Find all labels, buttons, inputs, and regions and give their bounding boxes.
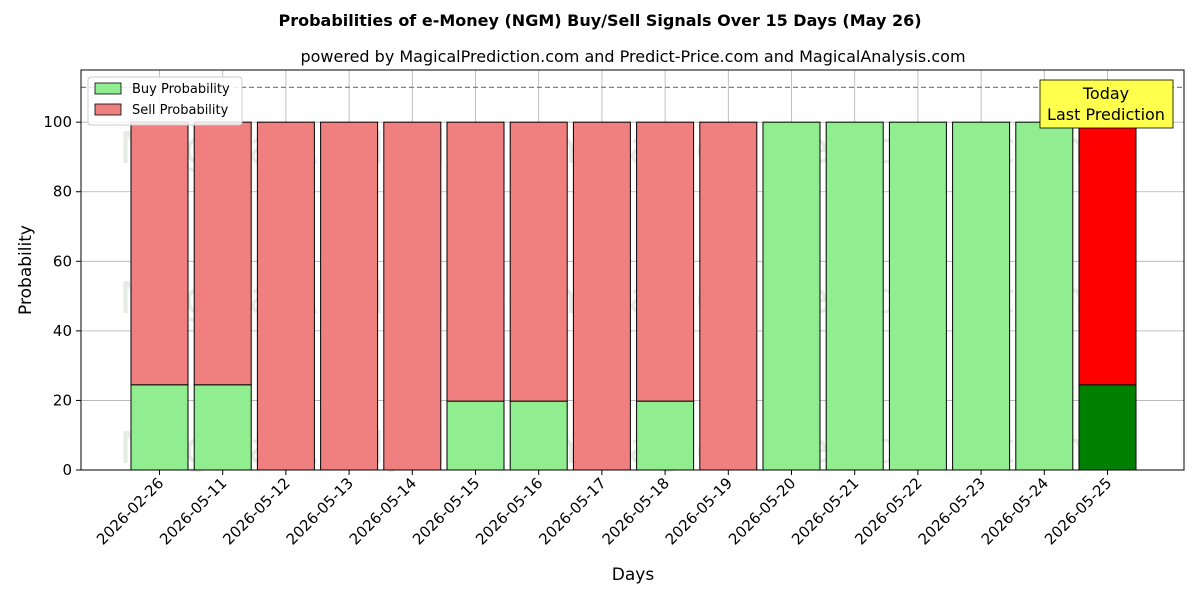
x-tick-label: 2026-05-13: [283, 474, 357, 548]
today-annotation: Today Last Prediction: [1039, 79, 1174, 129]
bar-buy-2026-05-11: [193, 384, 252, 471]
bar-buy-2026-05-23: [952, 121, 1011, 471]
bar-sell-2026-05-13: [320, 121, 379, 471]
bar-sell-2026-05-19: [699, 121, 758, 471]
y-tick-label: 40: [53, 322, 72, 340]
x-tick-label: 2026-05-16: [472, 474, 546, 548]
x-tick-label: 2026-05-24: [978, 474, 1052, 548]
legend-swatch-sell: [94, 103, 122, 116]
legend: Buy Probability Sell Probability: [87, 76, 243, 126]
x-tick-label: 2026-05-22: [851, 474, 925, 548]
x-tick-label: 2026-02-26: [93, 474, 167, 548]
bar-buy-2026-05-21: [825, 121, 884, 471]
annotation-line-last-prediction: Last Prediction: [1047, 105, 1165, 124]
chart-subtitle: powered by MagicalPrediction.com and Pre…: [300, 47, 965, 66]
bar-sell-2026-05-14: [383, 121, 442, 471]
y-tick-label: 20: [53, 391, 72, 409]
y-axis-label: Probability: [16, 225, 36, 315]
x-axis-label: Days: [612, 565, 655, 585]
bar-sell-2026-05-17: [572, 121, 631, 471]
y-axis-ticks: 0 20 40 60 80 100: [43, 113, 81, 479]
x-tick-label: 2026-05-20: [725, 474, 799, 548]
x-tick-label: 2026-05-17: [535, 474, 609, 548]
chart-title: Probabilities of e-Money (NGM) Buy/Sell …: [278, 11, 921, 30]
plot-frame: [80, 69, 1185, 471]
bar-sell-2026-05-18: [636, 121, 695, 402]
legend-label-buy: Buy Probability: [132, 82, 230, 97]
x-tick-label: 2026-05-25: [1041, 474, 1115, 548]
bar-buy-2026-05-15: [446, 400, 505, 471]
bar-buy-2026-05-20: [762, 121, 821, 471]
bar-buy-2026-02-26: [130, 384, 189, 471]
annotation-line-today: Today: [1082, 84, 1129, 103]
x-tick-label: 2026-05-12: [219, 474, 293, 548]
bar-sell-2026-05-15: [446, 121, 505, 402]
bar-buy-2026-05-24: [1015, 121, 1074, 471]
y-tick-label: 80: [53, 183, 72, 201]
x-tick-label: 2026-05-15: [409, 474, 483, 548]
y-tick-label: 60: [53, 252, 72, 270]
x-tick-label: 2026-05-21: [788, 474, 862, 548]
x-tick-label: 2026-05-19: [662, 474, 736, 548]
bar-buy-2026-05-25: [1078, 384, 1137, 471]
bar-buy-2026-05-18: [636, 400, 695, 471]
x-tick-label: 2026-05-11: [156, 474, 230, 548]
x-tick-label: 2026-05-14: [346, 474, 420, 548]
x-tick-label: 2026-05-23: [915, 474, 989, 548]
y-tick-label: 100: [43, 113, 72, 131]
x-axis-ticks: 2026-02-262026-05-112026-05-122026-05-13…: [93, 470, 1115, 548]
bar-sell-2026-05-11: [193, 121, 252, 386]
x-tick-label: 2026-05-18: [599, 474, 673, 548]
y-tick-label: 0: [62, 461, 72, 479]
bars-layer: [130, 121, 1137, 471]
annotation-box: [1039, 79, 1174, 129]
bar-sell-2026-05-25: [1078, 121, 1137, 386]
bar-sell-2026-05-16: [509, 121, 568, 402]
bar-sell-2026-05-12: [256, 121, 315, 471]
legend-label-sell: Sell Probability: [132, 103, 229, 118]
legend-box: [87, 76, 243, 126]
bar-buy-2026-05-16: [509, 400, 568, 471]
bar-buy-2026-05-22: [888, 121, 947, 471]
bar-sell-2026-02-26: [130, 121, 189, 386]
legend-swatch-buy: [94, 82, 122, 95]
